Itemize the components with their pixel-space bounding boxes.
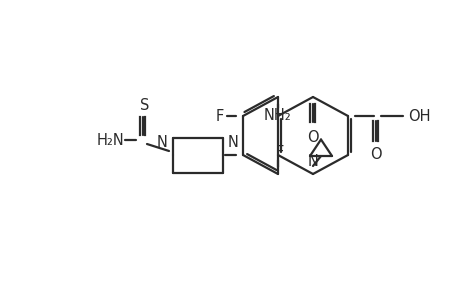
Text: F: F	[215, 109, 224, 124]
Text: N: N	[157, 135, 168, 150]
Text: N: N	[307, 154, 318, 169]
Text: H₂N: H₂N	[97, 133, 124, 148]
Text: S: S	[140, 98, 149, 112]
Text: OH: OH	[407, 109, 430, 124]
Text: O: O	[369, 146, 381, 161]
Text: F: F	[275, 145, 284, 160]
Text: NH₂: NH₂	[263, 107, 291, 122]
Text: N: N	[228, 135, 238, 150]
Text: O: O	[307, 130, 318, 145]
